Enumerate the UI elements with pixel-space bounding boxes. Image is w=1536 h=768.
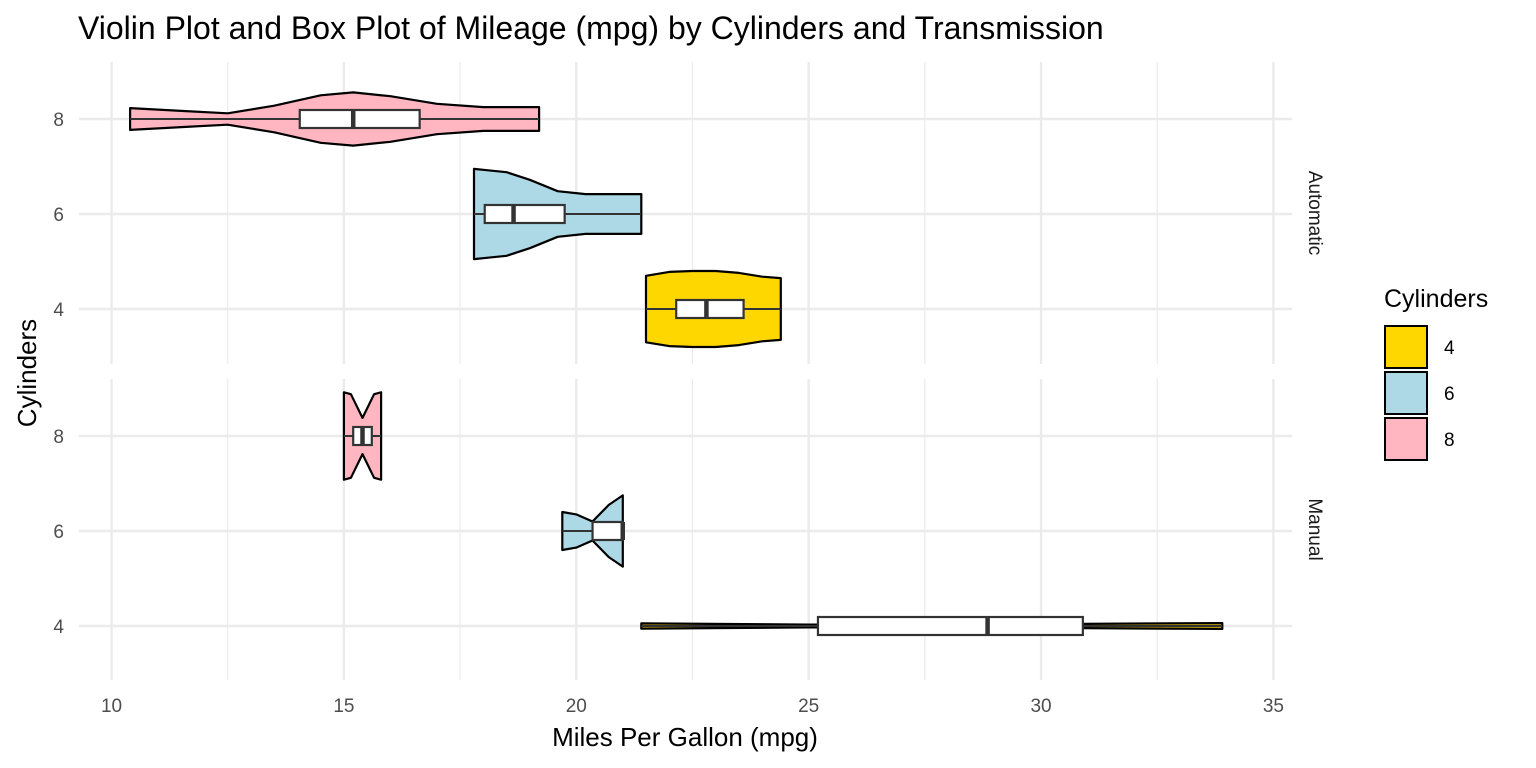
y-tick-label: 4 xyxy=(53,617,64,638)
x-axis: 10 15 20 25 30 35 xyxy=(101,696,1284,717)
x-axis-title: Miles Per Gallon (mpg) xyxy=(552,722,818,752)
boxplot-box-cyl-6 xyxy=(591,520,624,542)
boxplot-box-cyl-4 xyxy=(675,298,745,320)
legend-swatch-4 xyxy=(1384,325,1428,369)
legend-label-8: 8 xyxy=(1444,430,1455,451)
legend-swatch-6 xyxy=(1384,371,1428,415)
facet-strip-label: Manual xyxy=(1304,498,1325,560)
legend-swatch-8 xyxy=(1384,417,1428,461)
facet-strip-label: Automatic xyxy=(1304,171,1325,255)
x-tick-label: 25 xyxy=(798,696,819,717)
x-tick-label: 35 xyxy=(1263,696,1284,717)
panel-manual: 4 6 8 Manual xyxy=(53,379,1325,680)
legend-label-6: 6 xyxy=(1444,384,1455,405)
x-tick-label: 10 xyxy=(101,696,122,717)
boxplot-box-cyl-4 xyxy=(816,615,1084,637)
legend: Cylinders 4 6 8 xyxy=(1384,285,1488,461)
y-tick-label: 6 xyxy=(53,205,64,226)
y-tick-label: 8 xyxy=(53,427,64,448)
y-tick-label: 8 xyxy=(53,110,64,131)
panel-automatic: 4 6 8 Automatic xyxy=(53,62,1325,364)
legend-title: Cylinders xyxy=(1384,285,1488,313)
facet-panels: 4 6 8 Automatic 4 6 8 Manual xyxy=(53,62,1325,680)
x-tick-label: 20 xyxy=(566,696,587,717)
chart-title: Violin Plot and Box Plot of Mileage (mpg… xyxy=(78,10,1104,46)
y-tick-label: 6 xyxy=(53,522,64,543)
y-tick-label: 4 xyxy=(53,300,64,321)
boxplot-box-cyl-6 xyxy=(483,203,566,225)
y-axis-title: Cylinders xyxy=(12,319,42,427)
x-tick-label: 30 xyxy=(1030,696,1051,717)
legend-label-4: 4 xyxy=(1444,338,1455,359)
boxplot-box-cyl-8 xyxy=(298,108,421,130)
x-tick-label: 15 xyxy=(333,696,354,717)
